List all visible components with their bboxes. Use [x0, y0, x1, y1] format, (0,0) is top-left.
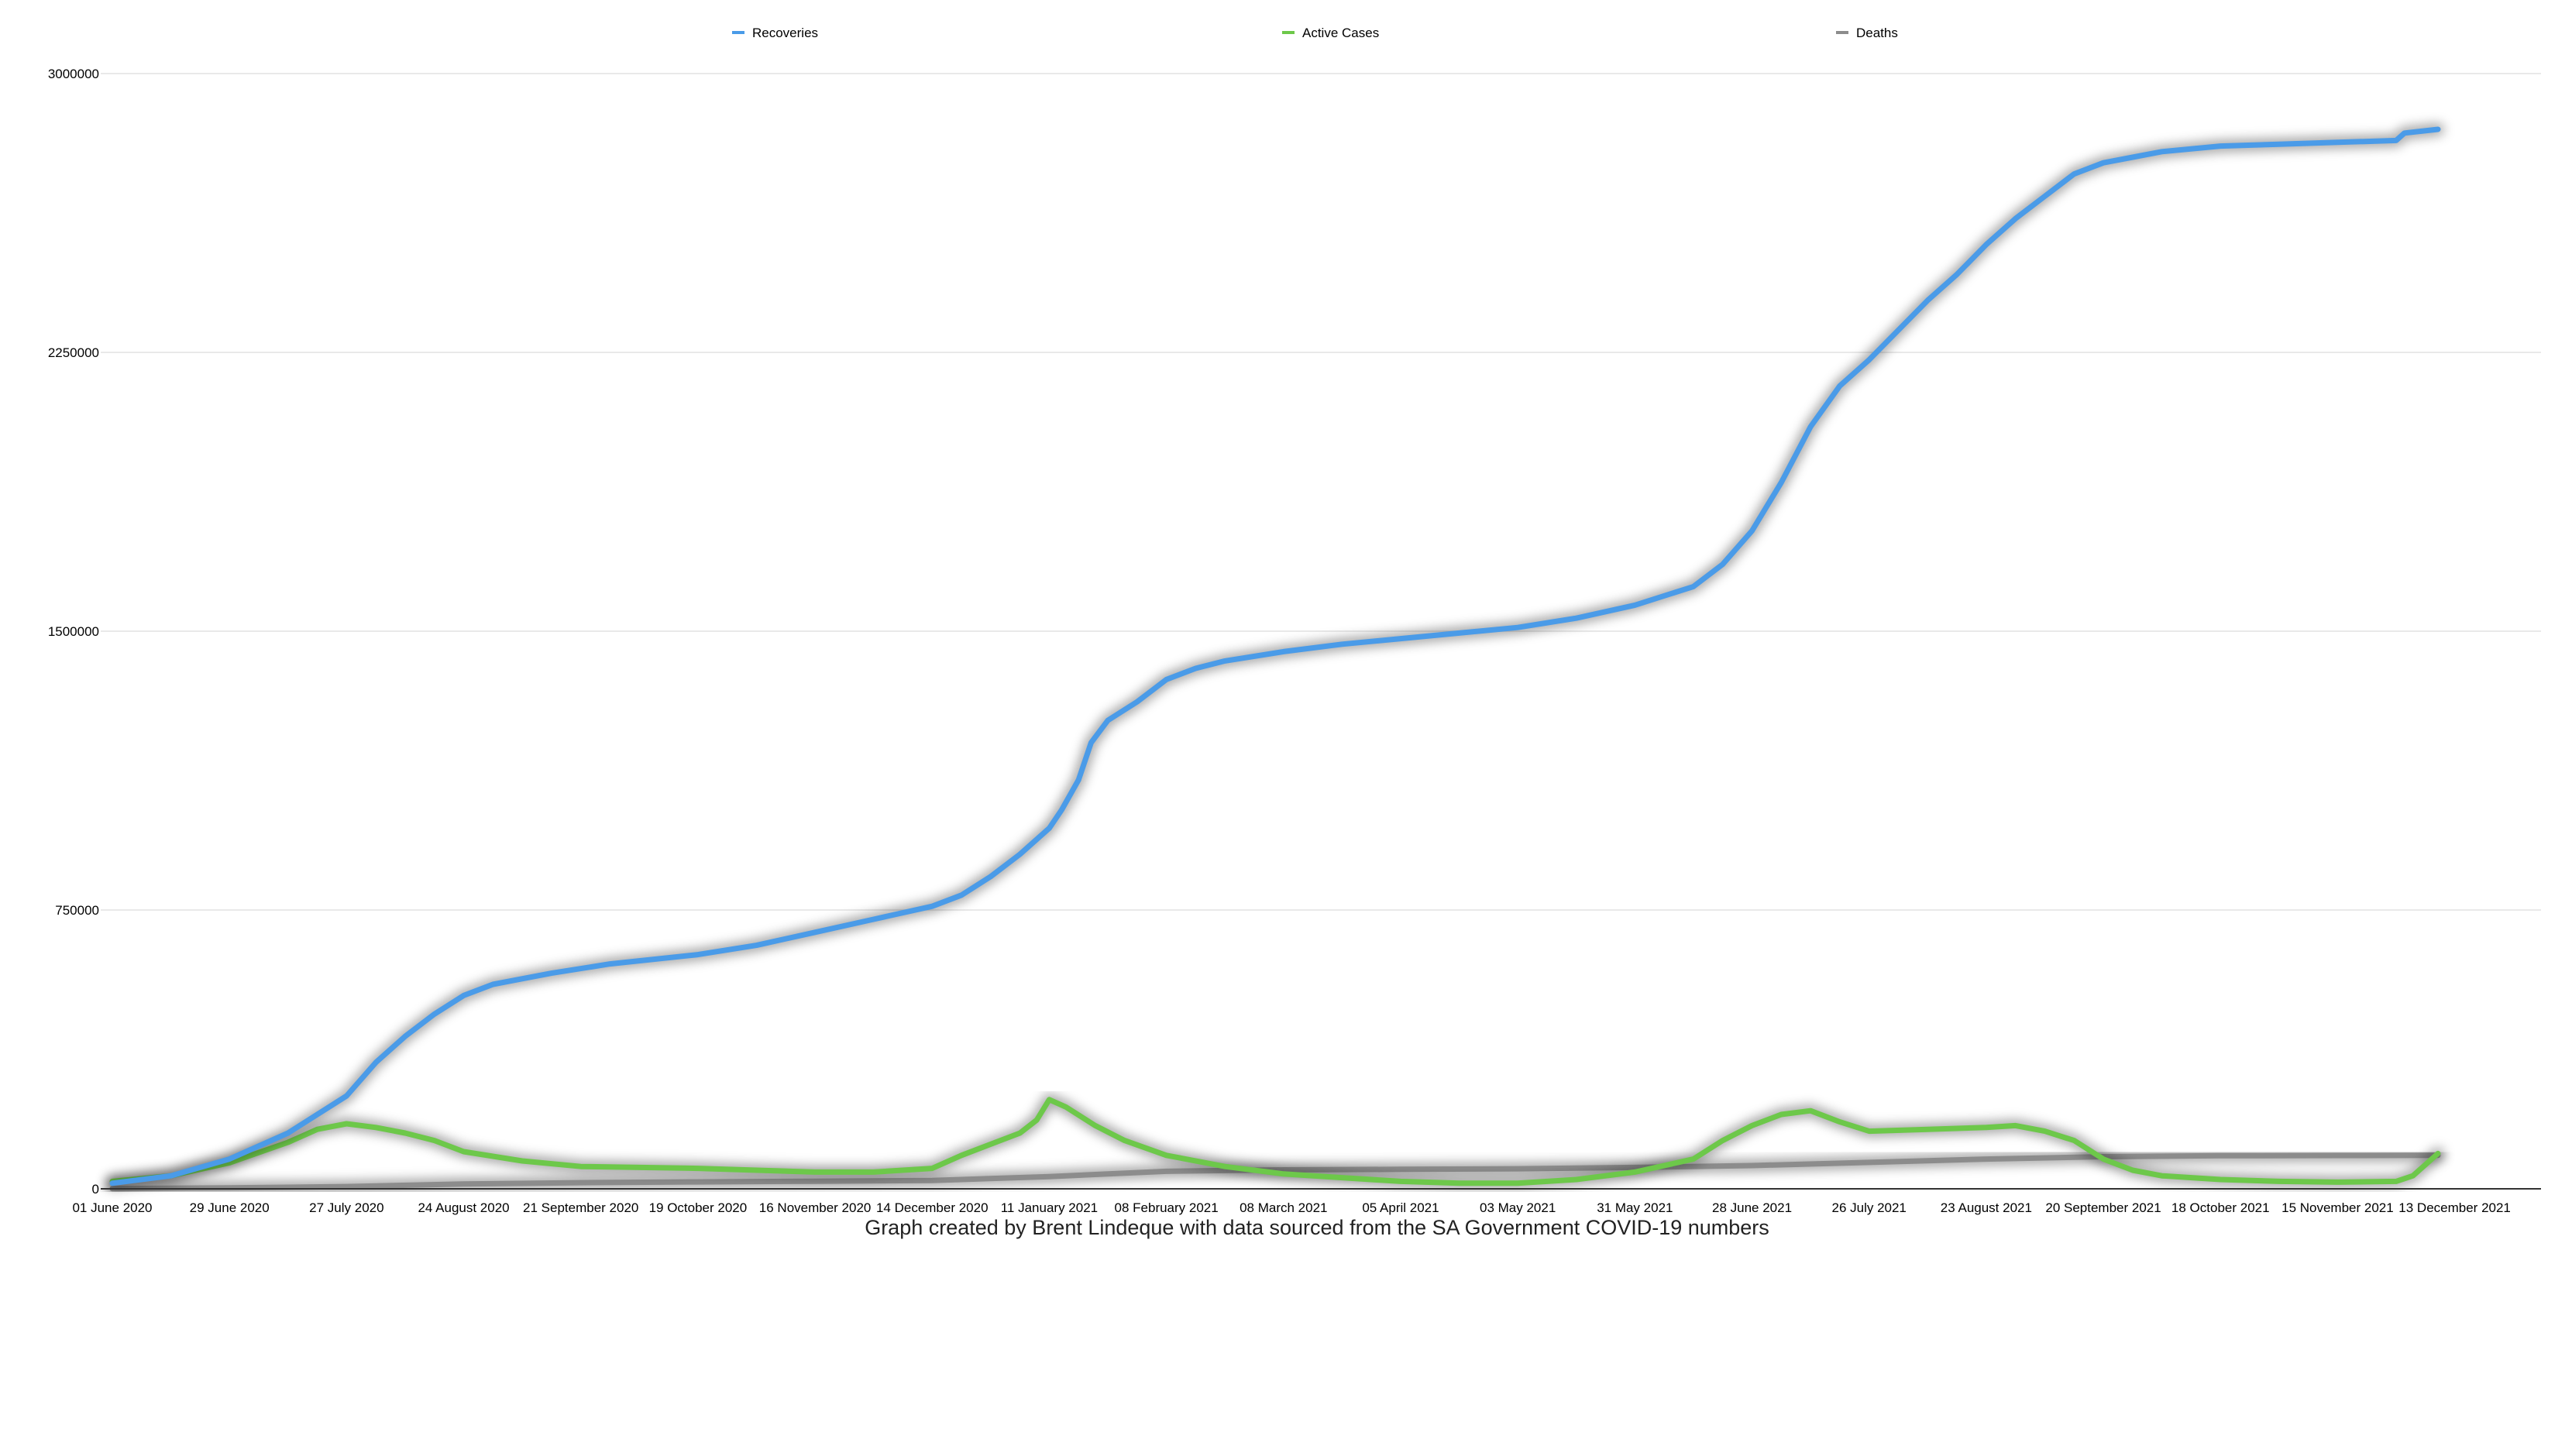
x-tick-label: 13 December 2021 — [2398, 1200, 2511, 1215]
x-tick-label: 23 August 2021 — [1941, 1200, 2032, 1215]
x-tick-label: 03 May 2021 — [1480, 1200, 1556, 1215]
x-tick-label: 24 August 2020 — [418, 1200, 509, 1215]
y-tick-label: 1500000 — [48, 624, 99, 639]
x-tick-label: 21 September 2020 — [523, 1200, 638, 1215]
gridlines — [101, 73, 2541, 911]
y-axis-ticks: 0 750000 1500000 2250000 3000000 — [48, 67, 99, 1197]
legend-label: Deaths — [1856, 26, 1898, 40]
x-tick-label: 26 July 2021 — [1831, 1200, 1906, 1215]
y-tick-label: 750000 — [55, 903, 99, 918]
x-tick-label: 31 May 2021 — [1597, 1200, 1673, 1215]
x-tick-label: 27 July 2020 — [309, 1200, 383, 1215]
series-shadow — [106, 123, 2444, 1190]
x-tick-label: 05 April 2021 — [1362, 1200, 1439, 1215]
legend-label: Recoveries — [752, 26, 818, 40]
x-tick-label: 14 December 2020 — [876, 1200, 989, 1215]
y-tick-label: 2250000 — [48, 345, 99, 360]
x-tick-label: 29 June 2020 — [190, 1200, 270, 1215]
series-line-recoveries — [109, 126, 2441, 1186]
x-tick-label: 18 October 2021 — [2171, 1200, 2270, 1215]
legend-label: Active Cases — [1302, 26, 1379, 40]
x-tick-label: 11 January 2021 — [1001, 1200, 1098, 1215]
x-axis-ticks: 01 June 2020 29 June 2020 27 July 2020 24 A… — [72, 1200, 2510, 1215]
x-tick-label: 08 March 2021 — [1240, 1200, 1327, 1215]
series-lines — [106, 123, 2444, 1195]
y-tick-label: 3000000 — [48, 67, 99, 81]
x-tick-label: 20 September 2021 — [2045, 1200, 2161, 1215]
y-tick-label: 0 — [92, 1182, 99, 1197]
x-tick-label: 16 November 2020 — [759, 1200, 872, 1215]
x-tick-label: 15 November 2021 — [2281, 1200, 2394, 1215]
chart-caption: Graph created by Brent Lindeque with dat… — [865, 1216, 1769, 1239]
x-tick-label: 28 June 2021 — [1712, 1200, 1792, 1215]
x-tick-label: 01 June 2020 — [72, 1200, 152, 1215]
x-tick-label: 08 February 2021 — [1115, 1200, 1219, 1215]
legend: Recoveries Active Cases Deaths — [732, 26, 1898, 40]
series-line-active-cases — [109, 1097, 2441, 1186]
x-tick-label: 19 October 2020 — [649, 1200, 748, 1215]
